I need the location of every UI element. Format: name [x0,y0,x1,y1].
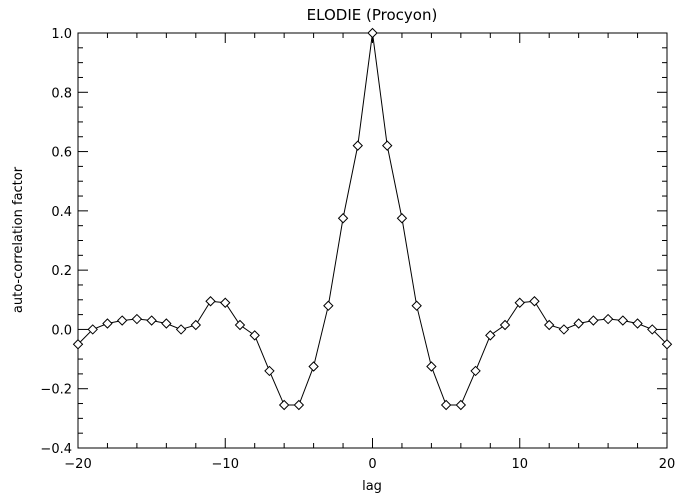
data-point [647,324,658,335]
data-point [558,324,570,335]
plot-frame [77,32,668,449]
data-point [249,330,260,341]
data-point [470,365,481,377]
data-point [499,319,511,331]
data-point [440,399,452,411]
x-tick-label: −10 [212,457,239,472]
data-point [234,319,246,331]
data-point [352,140,363,151]
data-point [323,300,334,311]
data-point [308,361,319,372]
y-axis-label: auto-correlation factor [11,166,26,313]
data-point [161,318,172,329]
data-point [72,339,84,350]
x-tick-label: 0 [368,457,376,472]
data-point [131,313,143,325]
data-point [146,315,157,326]
series-line [77,32,668,406]
y-tick-label: 0.8 [51,86,72,101]
data-point [220,297,231,308]
data-point [382,140,393,151]
y-tick-label: 0.2 [51,264,72,279]
x-tick-label: −20 [64,457,91,472]
y-tick-label: 0.4 [51,205,72,220]
chart-title: ELODIE (Procyon) [307,6,438,24]
series-group [72,27,673,411]
y-tick-label: −0.2 [40,383,72,398]
data-point [411,300,422,311]
y-tick-label: 1.0 [51,27,72,42]
data-point [455,399,467,411]
data-point [190,319,202,331]
data-point [367,27,378,39]
data-point [573,318,584,329]
y-tick-label: −0.4 [40,442,72,457]
data-point [116,315,128,326]
y-tick-label: 0.0 [51,323,72,338]
data-point [426,361,437,372]
x-axis-label: lag [362,479,382,494]
data-point [543,319,555,331]
data-point [87,324,98,335]
data-point [617,315,629,326]
x-tick-label: 20 [659,457,676,472]
data-point [602,313,614,325]
data-point [529,296,540,307]
data-point [632,318,643,329]
data-point [661,339,673,350]
x-tick-label: 10 [511,457,528,472]
data-point [293,399,305,411]
data-point [205,296,216,307]
data-point [588,315,599,326]
data-point [396,213,408,224]
data-point [102,318,113,329]
data-point [485,330,496,341]
axis-ticks [77,32,668,449]
data-point [264,365,275,377]
data-point [514,297,525,308]
y-tick-label: 0.6 [51,146,72,161]
data-point [175,324,187,335]
axis-tick-labels: −20 −10 0 10 20 −0.4 −0.2 0.0 0.2 0.4 0.6 0.8 1.0 [40,27,675,472]
data-point [278,399,290,411]
data-point [337,213,349,224]
